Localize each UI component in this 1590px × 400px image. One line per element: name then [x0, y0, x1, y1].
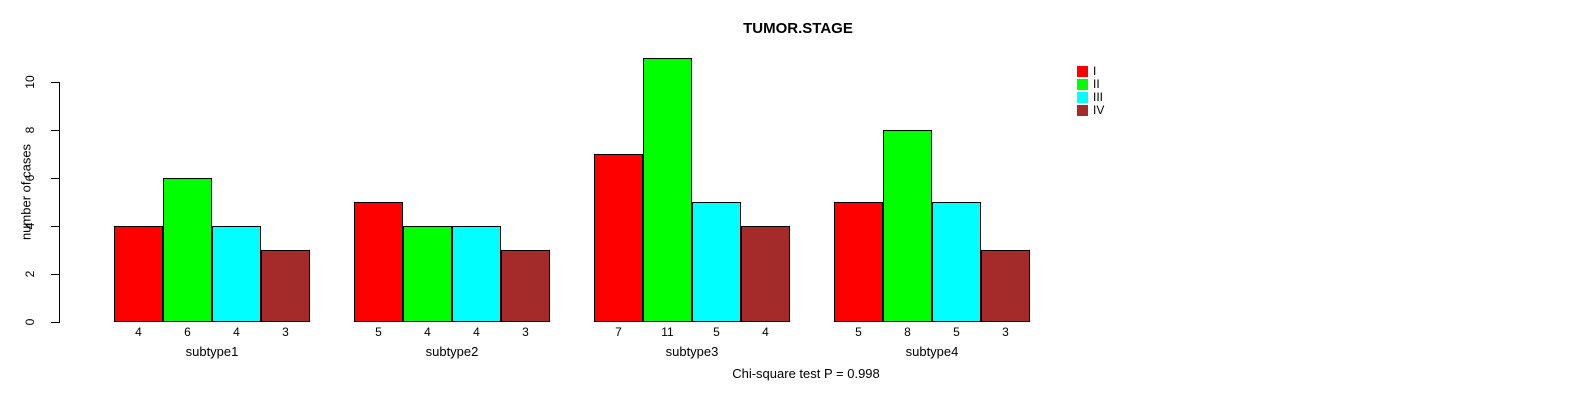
bar-count-label: 5	[713, 325, 720, 339]
x-axis-category-label: subtype3	[665, 344, 719, 359]
y-axis-tick-label: 4	[23, 222, 37, 230]
bar-count-label: 4	[424, 325, 431, 339]
y-axis-tick-label: 10	[23, 75, 37, 89]
bar-count-label: 8	[904, 325, 911, 339]
bar-subtype2-stage-III	[452, 226, 501, 322]
y-axis-tick	[51, 178, 59, 179]
legend-label-III: III	[1093, 90, 1104, 104]
legend-swatch-I	[1077, 66, 1088, 77]
bar-subtype3-stage-III	[692, 202, 741, 322]
chi-square-annotation: Chi-square test P = 0.998	[732, 366, 880, 381]
bar-subtype1-stage-II	[163, 178, 212, 322]
bar-subtype3-stage-II	[643, 58, 692, 322]
bar-subtype2-stage-IV	[501, 250, 550, 322]
bar-subtype2-stage-II	[403, 226, 452, 322]
legend-swatch-III	[1077, 92, 1088, 103]
bar-count-label: 5	[953, 325, 960, 339]
y-axis-tick	[51, 82, 59, 83]
bar-subtype4-stage-II	[883, 130, 932, 322]
bar-subtype1-stage-I	[114, 226, 163, 322]
y-axis-tick	[51, 322, 59, 323]
bar-count-label: 6	[184, 325, 191, 339]
bar-count-label: 4	[135, 325, 142, 339]
y-axis-line	[59, 82, 60, 323]
bar-count-label: 3	[282, 325, 289, 339]
bar-subtype2-stage-I	[354, 202, 403, 322]
legend-label-I: I	[1093, 64, 1097, 78]
y-axis-tick	[51, 226, 59, 227]
bar-count-label: 11	[661, 325, 674, 339]
x-axis-category-label: subtype1	[185, 344, 239, 359]
legend-swatch-IV	[1077, 105, 1088, 116]
bar-count-label: 7	[615, 325, 622, 339]
legend-label-IV: IV	[1093, 103, 1105, 117]
bar-count-label: 4	[762, 325, 769, 339]
y-axis-tick-label: 0	[23, 318, 37, 326]
y-axis-tick	[51, 130, 59, 131]
bar-subtype4-stage-III	[932, 202, 981, 322]
x-axis-category-label: subtype4	[905, 344, 959, 359]
bar-count-label: 3	[1002, 325, 1009, 339]
bar-count-label: 5	[375, 325, 382, 339]
x-axis-category-label: subtype2	[425, 344, 479, 359]
bar-count-label: 3	[522, 325, 529, 339]
bar-subtype4-stage-I	[834, 202, 883, 322]
bar-count-label: 4	[473, 325, 480, 339]
y-axis-tick-label: 8	[23, 126, 37, 134]
bar-subtype3-stage-I	[594, 154, 643, 322]
bar-subtype1-stage-IV	[261, 250, 310, 322]
legend-label-II: II	[1093, 77, 1100, 91]
y-axis-tick-label: 6	[23, 174, 37, 182]
bar-count-label: 5	[855, 325, 862, 339]
legend-swatch-II	[1077, 79, 1088, 90]
bar-subtype4-stage-IV	[981, 250, 1030, 322]
chart-title: TUMOR.STAGE	[743, 20, 853, 37]
bar-count-label: 4	[233, 325, 240, 339]
y-axis-tick-label: 2	[23, 270, 37, 278]
y-axis-tick	[51, 274, 59, 275]
bar-subtype1-stage-III	[212, 226, 261, 322]
bar-subtype3-stage-IV	[741, 226, 790, 322]
